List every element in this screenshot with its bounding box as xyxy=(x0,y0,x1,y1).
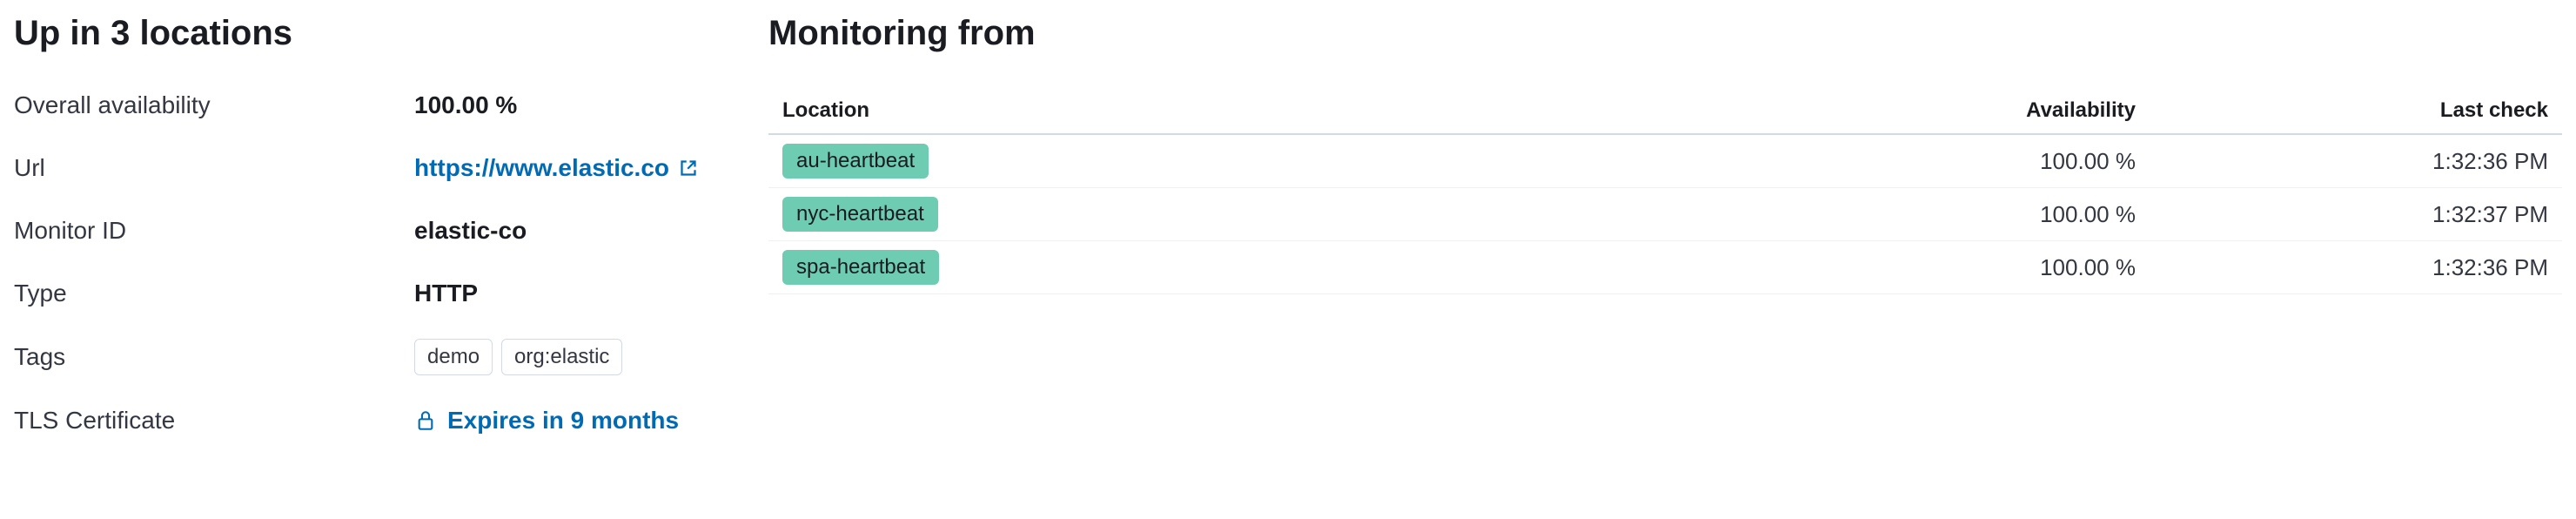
col-header-availability[interactable]: Availability xyxy=(1755,88,2150,134)
value-type: HTTP xyxy=(414,280,478,307)
value-monitor-id: elastic-co xyxy=(414,217,527,245)
label-monitor-id: Monitor ID xyxy=(14,217,414,245)
external-link-icon xyxy=(678,158,699,179)
location-badge[interactable]: spa-heartbeat xyxy=(782,250,939,285)
col-header-lastcheck[interactable]: Last check xyxy=(2150,88,2562,134)
monitoring-table: Location Availability Last check au-hear… xyxy=(768,88,2562,294)
main-container: Up in 3 locations Overall availability 1… xyxy=(14,14,2562,466)
label-type: Type xyxy=(14,280,414,307)
location-badge[interactable]: au-heartbeat xyxy=(782,144,929,179)
row-type: Type HTTP xyxy=(14,276,699,311)
cell-availability: 100.00 % xyxy=(1755,188,2150,241)
label-url: Url xyxy=(14,154,414,182)
label-tls: TLS Certificate xyxy=(14,407,414,435)
tag-item[interactable]: demo xyxy=(414,339,493,375)
row-tags: Tags demo org:elastic xyxy=(14,339,699,375)
location-badge[interactable]: nyc-heartbeat xyxy=(782,197,938,232)
table-row: spa-heartbeat 100.00 % 1:32:36 PM xyxy=(768,241,2562,294)
url-text: https://www.elastic.co xyxy=(414,154,669,182)
table-header-row: Location Availability Last check xyxy=(768,88,2562,134)
label-tags: Tags xyxy=(14,343,414,371)
cell-lastcheck: 1:32:36 PM xyxy=(2150,241,2562,294)
summary-title: Up in 3 locations xyxy=(14,14,699,53)
row-availability: Overall availability 100.00 % xyxy=(14,88,699,123)
row-tls: TLS Certificate Expires in 9 months xyxy=(14,403,699,438)
label-availability: Overall availability xyxy=(14,91,414,119)
monitoring-panel: Monitoring from Location Availability La… xyxy=(768,14,2562,466)
col-header-location[interactable]: Location xyxy=(768,88,1755,134)
table-row: au-heartbeat 100.00 % 1:32:36 PM xyxy=(768,134,2562,188)
tags-container: demo org:elastic xyxy=(414,339,622,375)
table-row: nyc-heartbeat 100.00 % 1:32:37 PM xyxy=(768,188,2562,241)
summary-panel: Up in 3 locations Overall availability 1… xyxy=(14,14,699,466)
row-url: Url https://www.elastic.co xyxy=(14,151,699,185)
monitoring-title: Monitoring from xyxy=(768,14,2562,53)
value-availability: 100.00 % xyxy=(414,91,517,119)
tls-link[interactable]: Expires in 9 months xyxy=(414,407,679,435)
tag-item[interactable]: org:elastic xyxy=(501,339,622,375)
row-monitor-id: Monitor ID elastic-co xyxy=(14,213,699,248)
tls-text: Expires in 9 months xyxy=(447,407,679,435)
url-link[interactable]: https://www.elastic.co xyxy=(414,154,699,182)
cell-lastcheck: 1:32:36 PM xyxy=(2150,134,2562,188)
lock-icon xyxy=(414,409,437,432)
cell-availability: 100.00 % xyxy=(1755,241,2150,294)
cell-lastcheck: 1:32:37 PM xyxy=(2150,188,2562,241)
cell-availability: 100.00 % xyxy=(1755,134,2150,188)
